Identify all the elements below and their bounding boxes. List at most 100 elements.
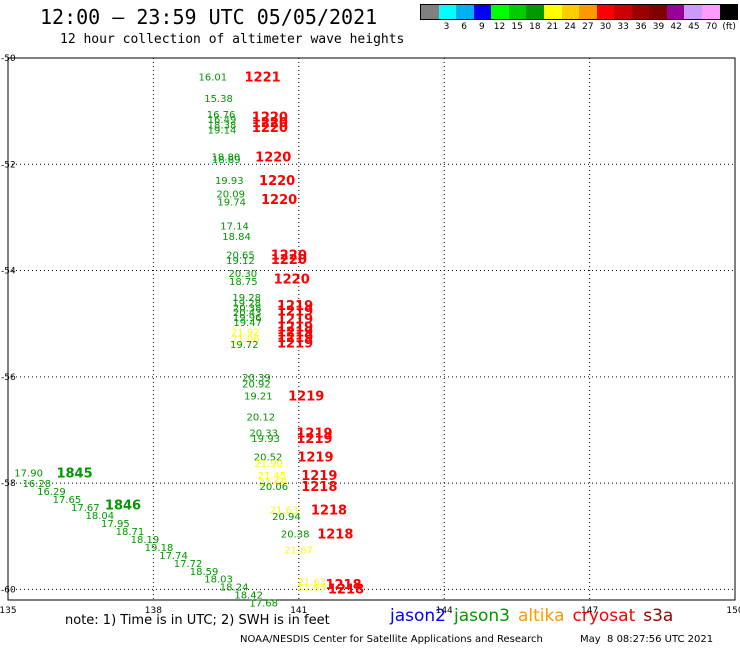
legend-label: 27: [582, 22, 594, 32]
pass-time-label: 1219: [288, 389, 324, 404]
x-tick-label: 138: [145, 606, 162, 616]
swh-data-point: 20.12: [246, 413, 275, 424]
footer-timestamp: May 8 08:27:56 UTC 2021: [580, 634, 714, 645]
pass-time-label: 1218: [328, 582, 364, 597]
swh-data-point: 19.28: [232, 293, 261, 304]
color-scale-legend: 3 6 9 12 15 18 21 24 27 30 33 36 39 42 45 70 (ft): [420, 4, 738, 38]
swh-data-point: 21.63: [297, 583, 326, 594]
legend-label: 42: [670, 22, 682, 32]
swh-data-point: 20.30: [229, 269, 258, 280]
y-tick-label: -58: [1, 479, 16, 489]
swh-data-point: 21.69: [259, 478, 288, 489]
swh-data-point: 21.63: [270, 506, 299, 517]
swh-data-point: 20.65: [226, 251, 255, 262]
legend-swatch: [491, 5, 509, 19]
swh-data-point: 18.75: [229, 277, 258, 288]
y-tick-label: -52: [1, 160, 16, 170]
swh-data-point: 18.89: [212, 155, 241, 166]
legend-swatch: [684, 5, 702, 19]
pass-time-label: 1220: [252, 116, 288, 131]
pass-time-label: 1219: [296, 432, 332, 447]
legend-swatch: [473, 5, 492, 19]
y-tick-label: -60: [1, 585, 16, 595]
pass-time-label: 1220: [252, 121, 288, 136]
swh-data-point: 16.76: [207, 110, 236, 121]
pass-time-label: 1220: [271, 253, 307, 268]
swh-data-point: 16.49: [208, 115, 237, 126]
swh-data-point: 16.28: [23, 479, 52, 490]
swh-data-point: 18.71: [116, 527, 145, 538]
legend-label: 45: [688, 22, 700, 32]
swh-data-point: 20.39: [242, 373, 271, 384]
header-subtitle: 12 hour collection of altimeter wave hei…: [60, 32, 405, 47]
pass-time-label: 1218: [317, 528, 353, 543]
pass-time-label: 1218: [325, 578, 361, 593]
legend-label: 21: [546, 22, 559, 32]
x-tick-label: 141: [290, 606, 307, 616]
swh-data-point: 17.90: [14, 468, 43, 479]
legend-label: 15: [511, 22, 523, 32]
swh-data-point: 20.09: [216, 190, 245, 201]
pass-time-label: 1219: [301, 469, 337, 484]
legend-label: 39: [652, 22, 665, 32]
y-tick-label: -54: [1, 267, 16, 277]
legend-swatch: [561, 5, 580, 19]
pass-time-label: 1219: [277, 299, 313, 314]
legend-swatch: [596, 5, 615, 19]
swh-data-point: 18.19: [131, 535, 160, 546]
legend-swatch: [702, 5, 720, 19]
pass-time-label: 1219: [277, 304, 313, 319]
swh-data-point: 19.18: [145, 543, 174, 554]
swh-data-point: 20.94: [272, 512, 301, 523]
swh-data-point: 20.33: [249, 429, 278, 440]
y-tick-label: -56: [1, 373, 16, 383]
pass-time-label: 1218: [301, 480, 337, 495]
legend-label: 70: [705, 22, 718, 32]
y-tick-label: -50: [1, 54, 16, 64]
swh-data-point: 19.93: [251, 434, 280, 445]
swh-data-point: 19.28: [232, 298, 261, 309]
swh-data-point: 21.90: [254, 459, 283, 470]
pass-time-label: 1219: [277, 320, 313, 335]
swh-data-point: 17.72: [174, 559, 203, 570]
pass-time-label: 1218: [311, 504, 347, 519]
pass-time-label: 1219: [297, 451, 333, 466]
swh-data-point: 16.01: [198, 73, 227, 84]
legend-swatch: [543, 5, 562, 19]
legend-swatch: [631, 5, 650, 19]
swh-data-point: 17.65: [53, 495, 82, 506]
swh-data-point: 18.03: [204, 575, 233, 586]
swh-data-point: 20.38: [281, 530, 310, 541]
swh-data-point: 21.67: [284, 546, 313, 557]
pass-time-label: 1219: [296, 427, 332, 442]
swh-data-point: 18.84: [222, 232, 251, 243]
swh-data-point: 19.14: [208, 126, 237, 137]
swh-data-point: 18.38: [208, 120, 237, 131]
pass-time-label: 1845: [56, 466, 92, 481]
legend-swatch: [614, 5, 632, 19]
swh-data-point: 17.14: [220, 221, 249, 232]
legend-swatch: [526, 5, 544, 19]
x-tick-label: 147: [581, 606, 598, 616]
swh-data-point: 19.74: [217, 197, 246, 208]
satellite-name: s3a: [643, 606, 674, 626]
swh-data-point: 20.92: [242, 380, 271, 391]
legend-label: 12: [493, 22, 506, 32]
satellite-name: jason3: [454, 606, 510, 626]
pass-time-label: 1220: [274, 273, 310, 288]
legend-label: 24: [564, 22, 576, 32]
header-title: 12:00 – 23:59 UTC 05/05/2021: [40, 5, 378, 29]
legend-label: 6: [461, 22, 468, 32]
legend-swatch: [579, 5, 597, 19]
legend-swatches: [420, 4, 738, 20]
legend-swatch: [438, 5, 457, 19]
swh-data-point: 18.24: [220, 583, 249, 594]
legend-label: 36: [635, 22, 647, 32]
pass-time-label: 1219: [277, 331, 313, 346]
swh-data-point: 17.95: [101, 519, 130, 530]
swh-data-point: 19.93: [215, 176, 244, 187]
swh-data-point: 21.63: [297, 577, 326, 588]
legend-label: 3: [443, 22, 450, 32]
plot-frame: [7, 57, 736, 601]
footer-note: note: 1) Time is in UTC; 2) SWH is in fe…: [65, 613, 330, 628]
